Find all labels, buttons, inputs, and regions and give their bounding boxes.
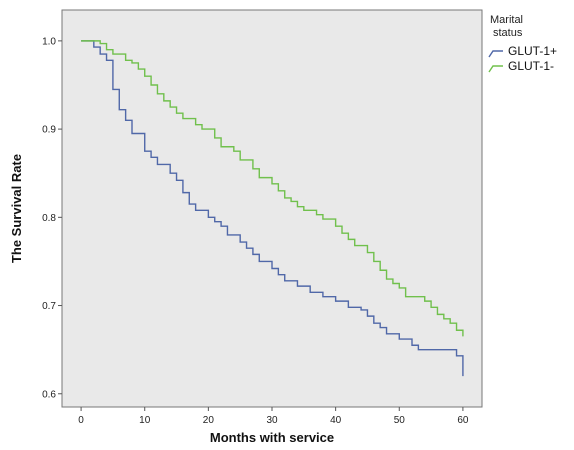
series-layer [81, 40, 464, 377]
x-tick-label: 60 [457, 415, 469, 426]
y-tick-label: 0.9 [42, 125, 56, 136]
x-tick-label: 20 [203, 415, 215, 426]
x-tick-label: 0 [78, 415, 84, 426]
y-tick-label: 1.0 [42, 36, 56, 47]
legend-swatch [488, 65, 503, 73]
series-line-glut1-positive [81, 40, 464, 377]
y-axis: 0.6 0.7 0.8 0.9 1.0 [42, 36, 62, 400]
legend-label: GLUT-1- [508, 59, 554, 73]
x-tick-label: 50 [394, 415, 406, 426]
x-axis: 0 10 20 30 40 50 60 [78, 407, 469, 426]
legend-swatch [488, 50, 503, 58]
y-tick-label: 0.6 [42, 389, 56, 400]
x-axis-title: Months with service [210, 430, 334, 445]
legend-label: GLUT-1+ [508, 44, 557, 58]
x-tick-label: 10 [139, 415, 151, 426]
legend-title-line-2: status [493, 27, 523, 39]
x-tick-label: 40 [330, 415, 342, 426]
legend: Marital status GLUT-1+GLUT-1- [488, 14, 557, 73]
legend-title-line-1: Marital [490, 14, 523, 26]
y-axis-title: The Survival Rate [9, 154, 24, 263]
y-tick-label: 0.8 [42, 213, 56, 224]
y-tick-label: 0.7 [42, 301, 56, 312]
series-line-glut1-negative [81, 40, 464, 337]
x-tick-label: 30 [266, 415, 278, 426]
